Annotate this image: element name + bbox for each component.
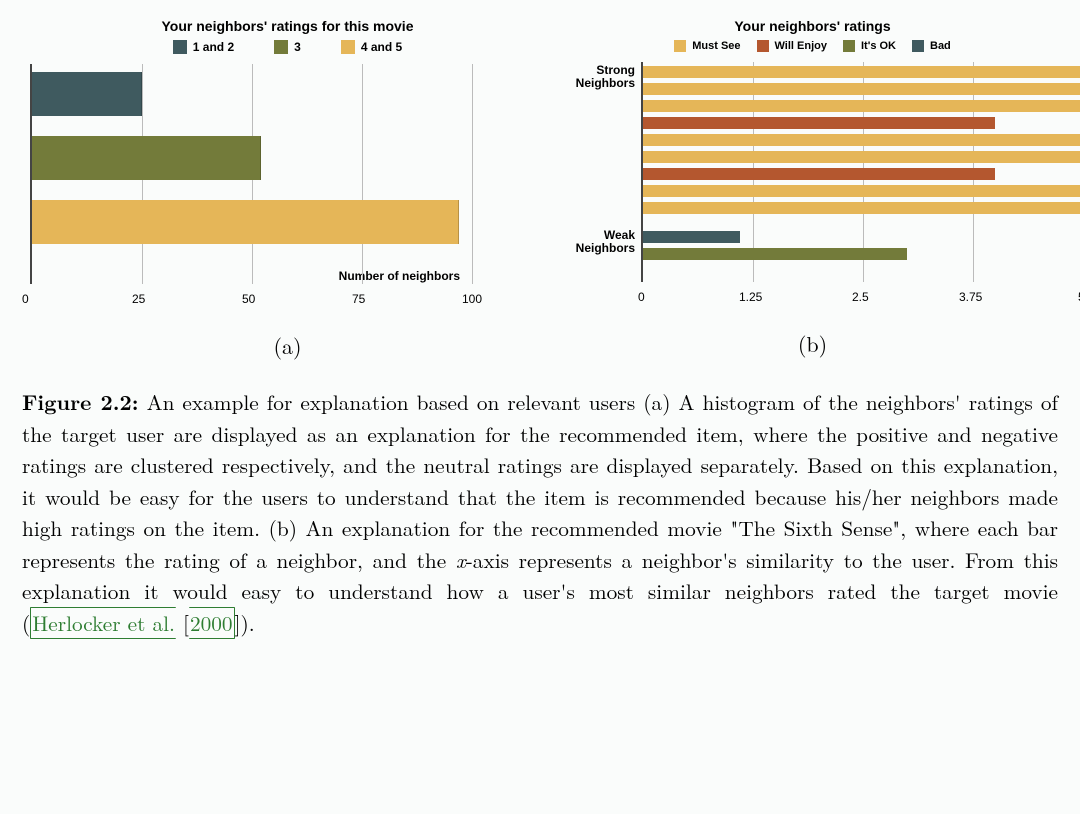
caption-prefix: Figure 2.2:	[22, 387, 139, 417]
chart-b-tick-label: 0	[638, 290, 645, 304]
legend-label: Must See	[692, 40, 740, 52]
chart-b-label-weak: Weak Neighbors	[555, 229, 635, 255]
legend-label: 3	[294, 40, 301, 54]
chart-b-bar	[643, 117, 995, 129]
legend-label: 4 and 5	[361, 40, 402, 54]
chart-a-tick-label: 100	[462, 292, 482, 306]
panel-a: Your neighbors' ratings for this movie 1…	[0, 0, 555, 361]
legend-label: Bad	[930, 40, 951, 52]
panels-row: Your neighbors' ratings for this movie 1…	[0, 0, 1080, 361]
chart-b-bar	[643, 151, 1080, 163]
legend-item-1and2: 1 and 2	[173, 40, 234, 54]
chart-a-title: Your neighbors' ratings for this movie	[30, 18, 545, 34]
legend-item-bad: Bad	[912, 40, 951, 52]
swatch-mustsee	[674, 40, 686, 52]
chart-b-plot	[641, 62, 1080, 282]
chart-b-bar	[643, 83, 1080, 95]
chart-b-tick-label: 1.25	[739, 290, 762, 304]
chart-a: Number of neighbors 0255075100	[30, 64, 545, 324]
chart-b: Strong Neighbors Weak Neighbors 0 1.25 2.5…	[555, 62, 1070, 322]
legend-label: It's OK	[861, 40, 896, 52]
chart-b-bar	[643, 202, 1080, 214]
chart-b-tick-label: 3.75	[959, 290, 982, 304]
caption-tail: ).	[241, 608, 255, 638]
legend-item-itsok: It's OK	[843, 40, 896, 52]
legend-label: 1 and 2	[193, 40, 234, 54]
swatch-1and2	[173, 40, 187, 54]
swatch-bad	[912, 40, 924, 52]
swatch-willenjoy	[757, 40, 769, 52]
panel-b-subcaption: (b)	[555, 328, 1070, 359]
figure-wrap: Your neighbors' ratings for this movie 1…	[0, 0, 1080, 639]
legend-item-willenjoy: Will Enjoy	[757, 40, 827, 52]
legend-label: Will Enjoy	[775, 40, 827, 52]
chart-b-bar	[643, 248, 907, 260]
chart-b-bar	[643, 168, 995, 180]
figure-caption: Figure 2.2: An example for explanation b…	[0, 361, 1080, 639]
chart-b-label-strong: Strong Neighbors	[555, 64, 635, 90]
chart-a-bar	[32, 72, 142, 116]
citation-year[interactable]: 2000	[189, 607, 235, 639]
legend-item-mustsee: Must See	[674, 40, 740, 52]
chart-a-legend: 1 and 2 3 4 and 5	[30, 40, 545, 54]
chart-a-bar	[32, 136, 261, 180]
chart-a-x-axis-label: Number of neighbors	[339, 269, 460, 283]
legend-item-4and5: 4 and 5	[341, 40, 402, 54]
panel-b: Your neighbors' ratings Must See Will En…	[555, 0, 1080, 361]
caption-italic-x: x	[456, 545, 466, 575]
chart-b-tick-label: 2.5	[852, 290, 869, 304]
chart-b-legend: Must See Will Enjoy It's OK Bad	[555, 40, 1070, 52]
panel-a-subcaption: (a)	[30, 330, 545, 361]
chart-a-tick-label: 0	[22, 292, 29, 306]
chart-a-bar	[32, 200, 459, 244]
chart-b-bar	[643, 231, 740, 243]
chart-a-gridline	[362, 64, 363, 284]
swatch-itsok	[843, 40, 855, 52]
chart-b-bar	[643, 100, 1080, 112]
chart-b-bar	[643, 185, 1080, 197]
chart-b-title: Your neighbors' ratings	[555, 18, 1070, 34]
chart-a-plot: Number of neighbors	[30, 64, 470, 284]
legend-item-3: 3	[274, 40, 301, 54]
chart-a-gridline	[472, 64, 473, 284]
chart-a-tick-label: 25	[132, 292, 145, 306]
chart-b-bar	[643, 66, 1080, 78]
chart-a-tick-label: 50	[242, 292, 255, 306]
swatch-4and5	[341, 40, 355, 54]
chart-b-bar	[643, 134, 1080, 146]
swatch-3	[274, 40, 288, 54]
citation-author[interactable]: Herlocker et al.	[30, 607, 176, 639]
chart-a-tick-label: 75	[352, 292, 365, 306]
